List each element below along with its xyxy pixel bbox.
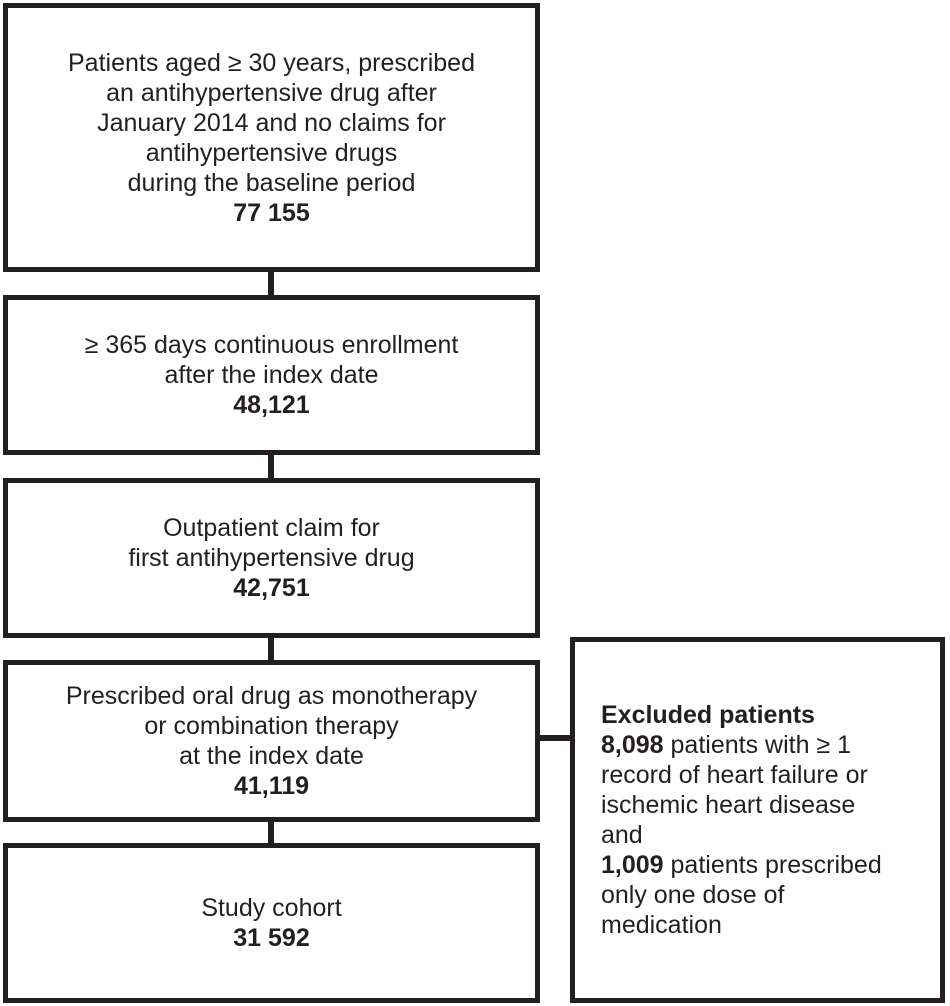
box-text-line: Prescribed oral drug as monotherapy (65, 682, 478, 710)
flow-box-study-cohort: Study cohort 31 592 (3, 843, 540, 1003)
box-text-line: antihypertensive drugs (145, 138, 398, 167)
box-text-line: ≥ 365 days continuous enrollment (84, 331, 459, 359)
connector-box1-box2 (268, 270, 274, 298)
excluded-text-line: 1,009 patients prescribed (601, 850, 882, 880)
excluded-text: patients with ≥ 1 (663, 731, 852, 759)
flow-box-outpatient-claim: Outpatient claim for first antihypertens… (3, 478, 540, 638)
excluded-text-line: only one dose of (601, 881, 785, 909)
flow-box-initial-population: Patients aged ≥ 30 years, prescribed an … (3, 3, 540, 272)
patient-count: 41,119 (233, 772, 310, 800)
box-text-line: or combination therapy (144, 712, 399, 740)
connector-box4-box5 (268, 820, 274, 846)
box-text-line: during the baseline period (127, 168, 416, 197)
box-text-line: at the index date (179, 742, 364, 770)
box-text-line: January 2014 and no claims for (97, 108, 446, 137)
box-text-line: after the index date (164, 361, 379, 389)
flow-box-oral-drug-therapy: Prescribed oral drug as monotherapy or c… (3, 660, 540, 822)
flow-box-excluded-patients: Excluded patients 8,098 patients with ≥ … (570, 637, 945, 1003)
excluded-heading: Excluded patients (601, 701, 815, 729)
box-text-line: an antihypertensive drug after (106, 78, 437, 107)
excluded-text-line: medication (601, 911, 722, 939)
connector-box4-excluded (536, 735, 574, 741)
box-text-line: first antihypertensive drug (128, 544, 415, 572)
patient-count: 77 155 (233, 198, 310, 227)
box-text-line: Outpatient claim for (163, 514, 380, 542)
patient-count: 31 592 (233, 924, 310, 952)
box-text-line: Patients aged ≥ 30 years, prescribed (67, 48, 475, 77)
excluded-text: patients prescribed (663, 851, 882, 879)
excluded-text-line: ischemic heart disease (601, 791, 856, 819)
excluded-text-line: record of heart failure or (601, 761, 868, 789)
connector-box2-box3 (268, 453, 274, 481)
excluded-text-line: 8,098 patients with ≥ 1 (601, 730, 851, 760)
flow-box-continuous-enrollment: ≥ 365 days continuous enrollment after t… (3, 295, 540, 455)
excluded-count-2: 1,009 (601, 851, 664, 879)
box-text-line: Study cohort (201, 894, 342, 922)
patient-count: 42,751 (233, 574, 310, 602)
connector-box3-box4 (268, 636, 274, 663)
patient-count: 48,121 (233, 391, 310, 419)
excluded-text-line: and (601, 821, 643, 849)
excluded-count-1: 8,098 (601, 731, 664, 759)
